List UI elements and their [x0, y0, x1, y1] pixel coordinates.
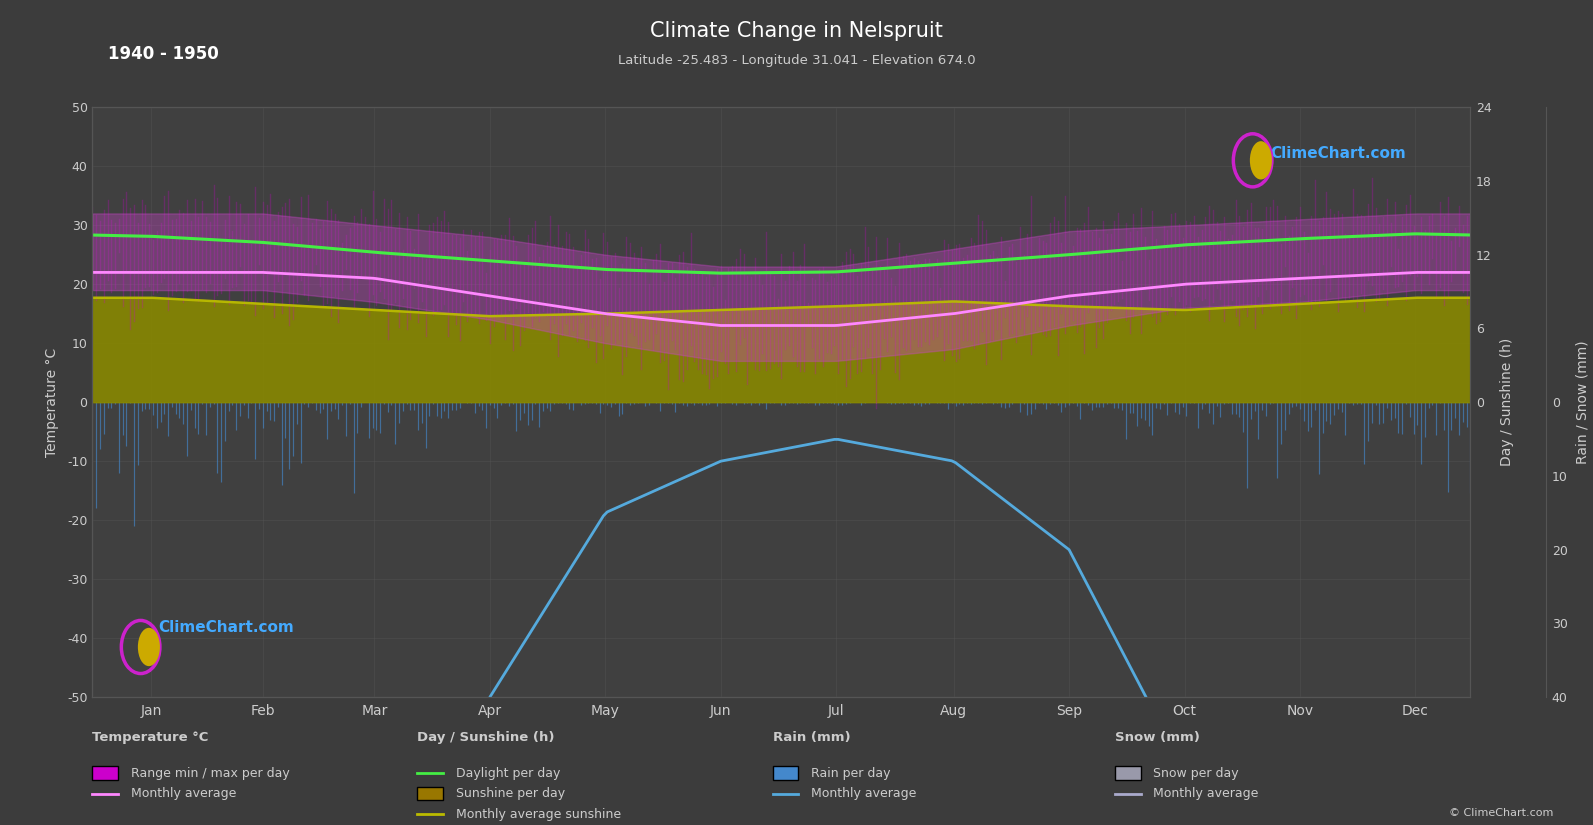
- Text: ClimeChart.com: ClimeChart.com: [159, 620, 295, 635]
- Text: Monthly average sunshine: Monthly average sunshine: [456, 808, 621, 821]
- Text: Range min / max per day: Range min / max per day: [131, 766, 290, 780]
- Ellipse shape: [1251, 141, 1271, 180]
- Text: Monthly average: Monthly average: [1153, 787, 1258, 800]
- Ellipse shape: [139, 628, 159, 666]
- Y-axis label: Temperature °C: Temperature °C: [45, 347, 59, 457]
- Text: Monthly average: Monthly average: [131, 787, 236, 800]
- Text: Snow (mm): Snow (mm): [1115, 731, 1200, 744]
- Text: 1940 - 1950: 1940 - 1950: [108, 45, 220, 64]
- Text: Snow per day: Snow per day: [1153, 766, 1239, 780]
- Text: Rain per day: Rain per day: [811, 766, 890, 780]
- Text: Rain (mm): Rain (mm): [773, 731, 851, 744]
- Text: Day / Sunshine (h): Day / Sunshine (h): [417, 731, 554, 744]
- Text: Monthly average: Monthly average: [811, 787, 916, 800]
- Text: Temperature °C: Temperature °C: [92, 731, 209, 744]
- Text: © ClimeChart.com: © ClimeChart.com: [1448, 808, 1553, 818]
- Text: Daylight per day: Daylight per day: [456, 766, 561, 780]
- Text: Sunshine per day: Sunshine per day: [456, 787, 566, 800]
- Y-axis label: Rain / Snow (mm): Rain / Snow (mm): [1575, 341, 1590, 464]
- Y-axis label: Day / Sunshine (h): Day / Sunshine (h): [1501, 338, 1513, 466]
- Text: Latitude -25.483 - Longitude 31.041 - Elevation 674.0: Latitude -25.483 - Longitude 31.041 - El…: [618, 54, 975, 67]
- Text: ClimeChart.com: ClimeChart.com: [1271, 145, 1407, 161]
- Text: Climate Change in Nelspruit: Climate Change in Nelspruit: [650, 21, 943, 41]
